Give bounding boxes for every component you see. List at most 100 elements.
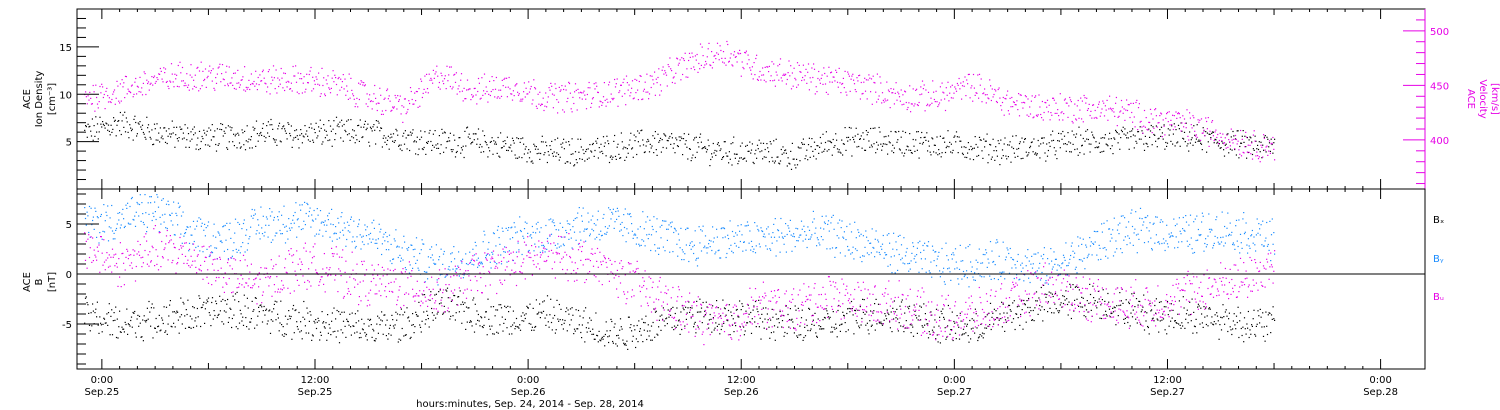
velocity-series-point [801, 79, 803, 82]
velocity-series-point [1111, 110, 1113, 112]
velocity-series-point [431, 79, 433, 81]
density-series-point [500, 147, 503, 149]
density-series-point [801, 142, 803, 144]
density-series-point [650, 147, 652, 149]
density-series-point [1033, 138, 1035, 140]
velocity-series-point [868, 74, 870, 76]
by-series-point [230, 237, 232, 239]
density-series-point [199, 148, 201, 150]
velocity-series-point [849, 90, 851, 92]
density-series-point [779, 163, 781, 165]
by-series-point [635, 234, 637, 236]
density-series-point [149, 136, 151, 138]
velocity-series-point [1114, 115, 1116, 117]
density-series-point [582, 149, 584, 151]
bx-series-point [306, 307, 308, 309]
bx-series-point [579, 315, 581, 317]
bx-series-point [488, 318, 490, 320]
by-series-point [898, 253, 900, 256]
velocity-series-point [125, 76, 127, 78]
density-series-point [822, 133, 824, 135]
density-series-point [457, 145, 459, 147]
density-series-point [659, 137, 662, 139]
by-series-point [254, 213, 256, 215]
density-series-point [909, 133, 911, 135]
by-series-point [210, 245, 212, 247]
bx-series-point [346, 320, 349, 322]
by-series-point [287, 238, 289, 240]
velocity-series-point [285, 81, 287, 83]
by-series-point [252, 217, 254, 219]
bx-series-point [107, 312, 110, 314]
by-series-point [1085, 244, 1087, 246]
velocity-series-point [418, 88, 420, 90]
density-series-point [515, 157, 517, 159]
bx-series-point [442, 312, 445, 314]
velocity-series-point [1263, 137, 1265, 139]
density-series-point [936, 136, 938, 138]
density-series-point [410, 134, 412, 136]
by-series-point [94, 207, 96, 209]
velocity-series-point [597, 91, 599, 94]
by-series-point [661, 224, 663, 226]
velocity-series-point [153, 75, 156, 77]
by-series-point [365, 235, 368, 237]
density-series-point [494, 141, 497, 143]
density-series-point [1249, 136, 1251, 138]
by-series-point [559, 222, 561, 224]
velocity-series-point [441, 75, 443, 77]
by-series-point [173, 234, 175, 236]
density-series-point [997, 140, 999, 142]
velocity-series-point [666, 85, 668, 87]
velocity-series-point [245, 86, 247, 88]
density-series-point [639, 145, 641, 147]
by-series-point [442, 253, 445, 255]
bx-series-point [490, 306, 492, 308]
velocity-series-point [316, 78, 318, 80]
velocity-series-point [1053, 99, 1055, 101]
velocity-series-point [1266, 145, 1268, 147]
bx-series-point [121, 326, 123, 328]
by-series-point [700, 229, 702, 231]
density-series-point [177, 140, 179, 142]
bx-series-point [349, 313, 351, 315]
velocity-series-point [875, 91, 877, 93]
velocity-series-point [89, 91, 91, 93]
density-series-point [492, 153, 494, 155]
by-series-point [1021, 262, 1023, 264]
bx-series-point [327, 314, 329, 316]
density-series-point [996, 155, 998, 157]
bx-series-point [360, 336, 362, 339]
density-series-point [688, 133, 690, 135]
by-series-point [341, 212, 343, 214]
bx-series-point [464, 302, 466, 304]
velocity-series-point [1075, 119, 1078, 121]
bx-series-point [571, 307, 573, 309]
velocity-series-point [725, 64, 727, 66]
density-series-point [1182, 137, 1184, 139]
density-series-point [1247, 151, 1249, 154]
density-series-point [810, 146, 812, 148]
velocity-series-point [319, 95, 321, 97]
velocity-series-point [92, 84, 94, 87]
density-series-point [406, 148, 408, 150]
by-series-point [697, 257, 699, 259]
density-series-point [676, 145, 679, 147]
density-series-point [602, 136, 605, 138]
by-series-point [998, 255, 1000, 257]
by-series-point [208, 255, 210, 258]
by-series-point [424, 281, 426, 283]
by-series-point [157, 196, 159, 198]
velocity-series-point [611, 97, 613, 100]
bx-series-point [558, 320, 560, 322]
by-series-point [284, 226, 286, 228]
velocity-series-point [369, 100, 372, 103]
velocity-series-point [506, 96, 508, 98]
density-series-point [153, 123, 156, 125]
velocity-series-point [1230, 128, 1232, 130]
density-series-point [1187, 143, 1189, 145]
density-series-point [964, 156, 966, 158]
velocity-series-point [600, 101, 602, 103]
bx-series-point [522, 312, 524, 314]
by-series-point [229, 222, 231, 224]
